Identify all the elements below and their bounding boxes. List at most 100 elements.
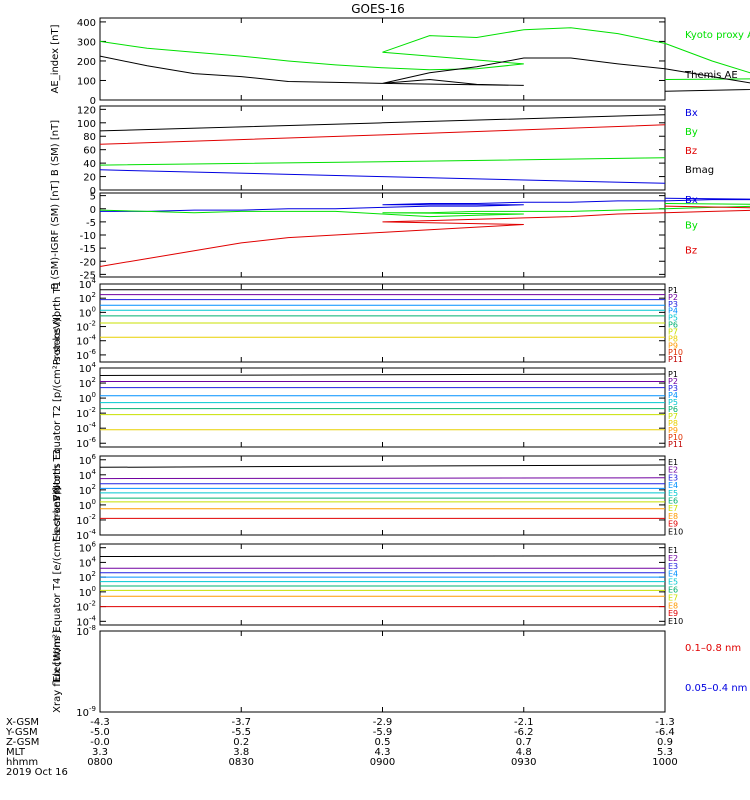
ephemeris-row-label: X-GSM xyxy=(6,717,39,728)
ephemeris-value: -3.7 xyxy=(231,717,251,728)
y-tick-label: 80 xyxy=(83,132,96,143)
series-line-e1 xyxy=(99,464,666,468)
panel-bigrf: 50-5-10-15-20-25B (SM)-IGRF (SM) [nT] BxB… xyxy=(50,180,750,290)
legend-entry: E9 xyxy=(668,609,678,618)
panel-xray: 10-8 10-9 Xray flux [W/m²] 0.1–0.8 nm 0.05–0… xyxy=(52,624,747,719)
y-tick-label: 102 xyxy=(79,483,96,497)
legend-entry: Bmag xyxy=(685,165,714,176)
ephemeris-value: 0.2 xyxy=(233,737,249,748)
legend-entry: E1 xyxy=(668,546,678,555)
ephemeris-value: 1000 xyxy=(652,757,677,768)
y-tick-label: 104 xyxy=(79,555,97,569)
legend-entry: P11 xyxy=(668,355,683,364)
legend-entry: E6 xyxy=(668,586,678,595)
ephemeris-value: 0.9 xyxy=(657,737,673,748)
y-tick-label: 10-2 xyxy=(76,406,96,420)
panel-frame xyxy=(99,105,666,191)
legend-entry: Bx xyxy=(685,195,698,206)
legend-entry: E8 xyxy=(668,512,678,521)
legend-entry: 0.1–0.8 nm xyxy=(685,643,741,654)
legend-entry: P1 xyxy=(668,370,678,379)
series-line-e1 xyxy=(99,555,666,557)
legend-entry: P11 xyxy=(668,440,683,449)
y-tick-label: 104 xyxy=(79,468,97,482)
legend-entry: By xyxy=(685,220,698,231)
ephemeris-value: -4.3 xyxy=(90,717,110,728)
y-tick-label: 100 xyxy=(79,391,96,405)
y-tick-label: 10-6 xyxy=(76,436,96,450)
y-tick-label: 100 xyxy=(79,305,96,319)
ephemeris-value: 3.8 xyxy=(233,747,249,758)
panel-frame xyxy=(99,630,666,713)
y-tick-label: -15 xyxy=(80,244,96,255)
y-tick-label: -25 xyxy=(80,270,96,281)
y-axis-label: Protons North T1 xyxy=(52,281,63,365)
y-tick-label: 106 xyxy=(79,541,97,555)
y-axis-label: B (SM)-IGRF (SM) [nT] xyxy=(50,180,61,289)
legend-entry: Bz xyxy=(685,146,697,157)
legend-entry: P8 xyxy=(668,334,678,343)
y-tick-label: 20 xyxy=(83,173,96,184)
ephemeris-value: 0.7 xyxy=(516,737,532,748)
ephemeris-row-label: 2019 Oct 16 xyxy=(6,767,68,778)
series-line-by xyxy=(99,203,750,218)
panel-frame xyxy=(99,192,666,278)
ephemeris-value: -6.4 xyxy=(655,727,675,738)
legend-entry: P10 xyxy=(668,433,683,442)
panel-frame xyxy=(99,455,666,536)
legend-entry: E7 xyxy=(668,593,678,602)
y-tick-label: 102 xyxy=(79,570,96,584)
y-tick-label: 10-4 xyxy=(76,334,96,348)
y-tick-label: 5 xyxy=(90,192,96,203)
ephemeris-value: 0900 xyxy=(370,757,395,768)
ephemeris-value: -5.9 xyxy=(373,727,393,738)
legend-entry: E2 xyxy=(668,466,678,475)
ephemeris-value: 0.5 xyxy=(375,737,391,748)
legend-entry: P3 xyxy=(668,384,678,393)
legend-entry: P1 xyxy=(668,286,678,295)
legend-entry: P2 xyxy=(668,377,678,386)
legend-entry: P8 xyxy=(668,419,678,428)
legend-entry: P10 xyxy=(668,348,683,357)
y-axis-label: AE_index [nT] xyxy=(50,24,61,93)
legend-entry: Bz xyxy=(685,246,697,257)
y-tick-label: 102 xyxy=(79,291,96,305)
ephemeris-value: -2.1 xyxy=(514,717,534,728)
series-line-p1 xyxy=(99,373,666,376)
y-tick-label: -20 xyxy=(80,257,96,268)
ephemeris-value: -6.2 xyxy=(514,727,534,738)
legend-entry: P5 xyxy=(668,398,678,407)
ephemeris-value: 4.3 xyxy=(375,747,391,758)
legend-entry: E5 xyxy=(668,578,678,587)
legend-entry: P3 xyxy=(668,300,678,309)
series-line-themis-ae xyxy=(99,55,750,92)
y-tick-label: 10-8 xyxy=(76,624,96,638)
y-tick-label: 0 xyxy=(90,96,96,107)
legend-entry: E7 xyxy=(668,504,678,513)
ephemeris-row-label: MLT xyxy=(6,747,26,758)
legend-entry: Themis AE xyxy=(684,70,738,81)
legend-entry: P4 xyxy=(668,391,678,400)
y-tick-label: -10 xyxy=(80,231,96,242)
ephemeris-row-label: hhmm xyxy=(6,757,38,768)
y-tick-label: -5 xyxy=(86,218,96,229)
y-axis-label: Protons Equator T2 [p/(cm²-s-sr-keV)] xyxy=(52,314,63,501)
y-tick-label: 10-4 xyxy=(76,528,96,542)
legend-entry: E10 xyxy=(668,527,683,536)
legend-entry: E4 xyxy=(668,570,678,579)
y-tick-label: 120 xyxy=(77,105,96,116)
legend-entry: Kyoto proxy AE xyxy=(685,30,750,41)
ephemeris-row-label: Y-GSM xyxy=(5,727,38,738)
ephemeris-value: 0830 xyxy=(229,757,254,768)
y-tick-label: 100 xyxy=(77,119,96,130)
y-tick-label: 10-2 xyxy=(76,320,96,334)
y-tick-label: 10-9 xyxy=(76,705,96,719)
y-tick-label: 104 xyxy=(79,277,97,291)
legend-entry: P7 xyxy=(668,327,678,336)
